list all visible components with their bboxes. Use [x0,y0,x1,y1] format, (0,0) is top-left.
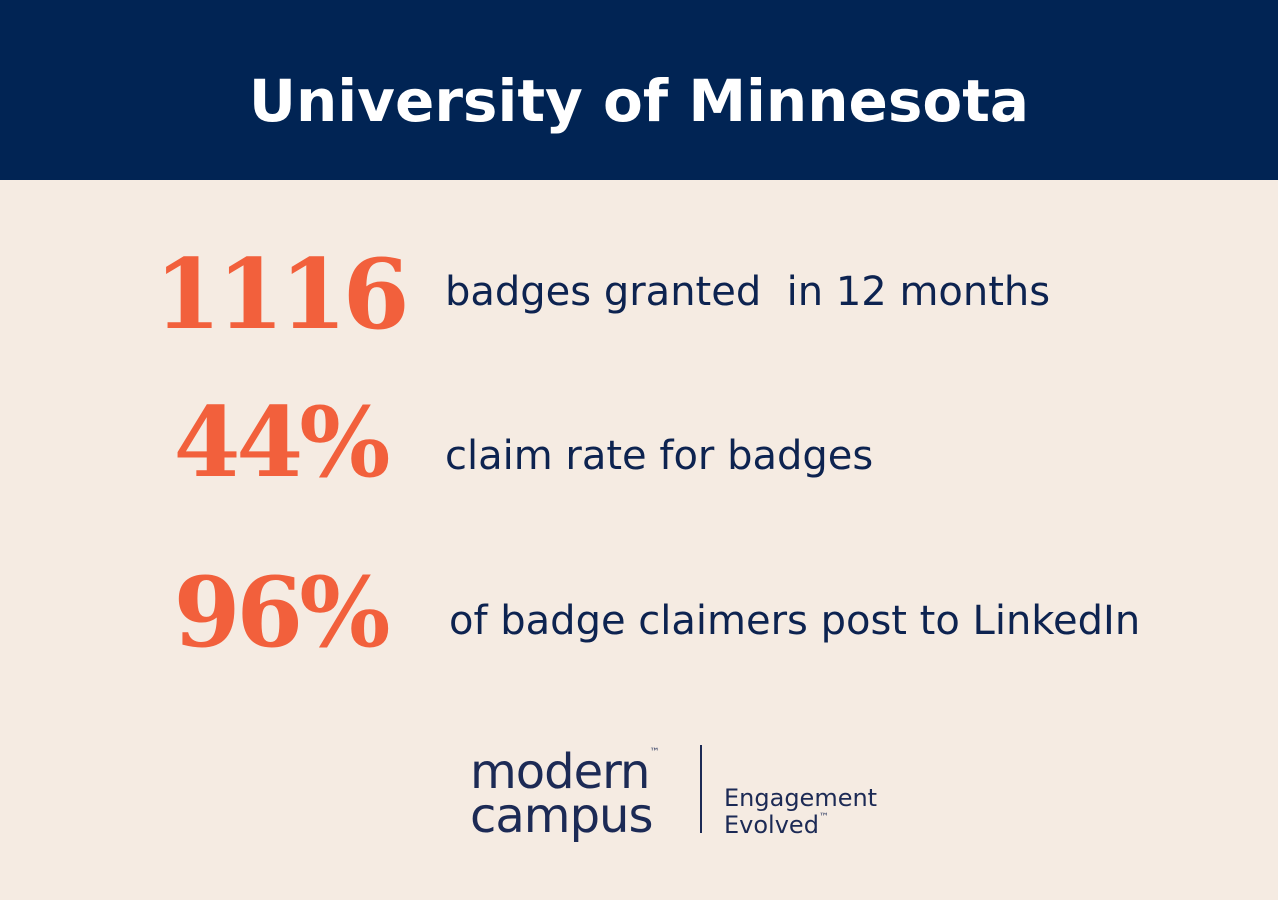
tagline-word: Evolved [724,811,819,839]
logo-word: modern [470,744,650,800]
trademark: ™ [649,747,659,758]
stat-number: 1116 [154,238,409,351]
title: University of Minnesota [248,67,1030,135]
logo-word: campus [470,788,653,844]
tagline: Evolved™ [724,811,829,839]
logo-text: modern™ [470,747,659,797]
stat-number: 96% [173,556,391,669]
stat-text: badges granted in 12 months [445,269,1051,315]
stat-text: claim rate for badges [445,433,874,479]
trademark: ™ [818,812,829,823]
divider [700,745,702,833]
stat-text: of badge claimers post to LinkedIn [449,598,1141,644]
header: University of Minnesota [0,0,1278,180]
tagline: Engagement [724,784,878,812]
stat-number: 44% [173,386,391,499]
